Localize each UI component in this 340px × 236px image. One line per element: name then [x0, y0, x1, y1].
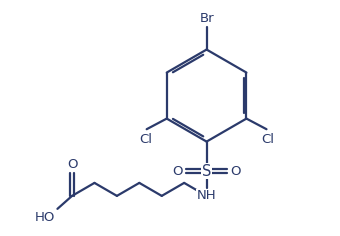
Text: O: O: [67, 158, 77, 171]
Text: NH: NH: [197, 189, 216, 202]
Text: Cl: Cl: [261, 133, 274, 146]
Text: Br: Br: [199, 12, 214, 25]
Text: S: S: [202, 164, 211, 179]
Text: HO: HO: [35, 211, 55, 224]
Text: O: O: [230, 164, 241, 178]
Text: O: O: [172, 164, 183, 178]
Text: Cl: Cl: [139, 133, 152, 146]
